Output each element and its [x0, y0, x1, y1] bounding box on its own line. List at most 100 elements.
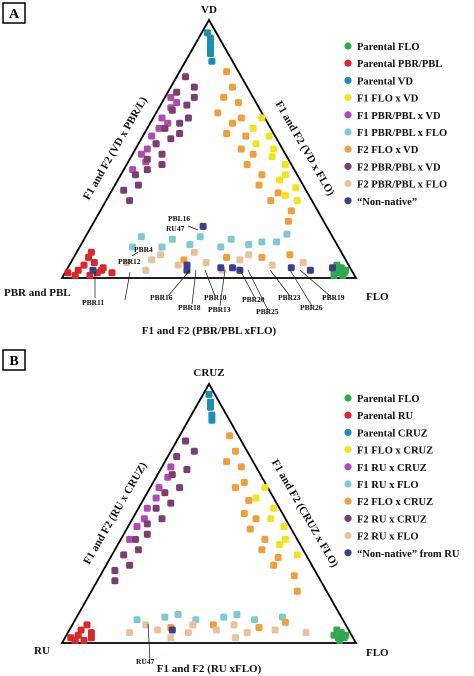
legend-swatch: [344, 463, 352, 471]
legend-swatch: [344, 42, 352, 50]
legend-label: Parental FLO: [357, 394, 420, 405]
data-point: [302, 629, 310, 637]
data-point: [176, 130, 184, 137]
callout-label: PBR4: [134, 245, 153, 254]
data-point: [243, 629, 251, 637]
data-point: [284, 217, 292, 225]
data-point: [152, 504, 160, 512]
data-point: [255, 624, 263, 631]
data-point: [167, 634, 175, 642]
data-point: [129, 243, 137, 251]
legend-label: Parental VD: [357, 76, 413, 87]
data-point: [217, 243, 225, 251]
data-point: [182, 73, 189, 81]
data-point: [184, 114, 192, 122]
data-point: [176, 119, 184, 127]
data-point: [182, 437, 189, 445]
data-point: [270, 504, 278, 512]
data-point: [205, 390, 213, 398]
panel-a: A VD PBR and PBL FLO F1 and F2 (VD x PBR…: [2, 2, 447, 337]
legend-label: Parental FLO: [357, 42, 420, 53]
data-point: [143, 530, 151, 538]
panel-b-vertex-right: FLO: [366, 647, 389, 659]
data-point: [167, 463, 175, 471]
panel-b-edge-bottom: F1 and F2 (RU xFLO): [157, 663, 262, 675]
callout-label: PBR19: [322, 293, 345, 302]
legend-swatch: [344, 111, 352, 119]
legend-label: F1 FLO x CRUZ: [357, 446, 433, 457]
callout-line: [299, 269, 331, 297]
data-point: [64, 269, 72, 277]
data-point: [71, 636, 79, 644]
data-point: [234, 99, 242, 107]
data-point: [189, 621, 197, 629]
legend-label: F1 PBR/PBL x VD: [357, 111, 441, 122]
callout-label: RU47: [166, 224, 185, 233]
callout-label: PBR20: [242, 295, 265, 304]
data-point: [270, 561, 278, 569]
data-point: [168, 626, 176, 634]
legend-label: “Non-native”: [357, 197, 417, 208]
data-point: [226, 432, 234, 440]
legend-label: F2 RU x CRUZ: [357, 514, 427, 525]
data-point: [77, 626, 85, 634]
data-point: [190, 83, 198, 91]
data-point: [276, 541, 284, 549]
data-point: [158, 161, 166, 168]
data-point: [134, 546, 142, 554]
data-point: [173, 453, 181, 460]
panel-b: B CRUZ RU FLO F1 and F2 (RU x CRUZ) F1 a…: [2, 349, 460, 675]
data-point: [126, 535, 134, 543]
data-point: [168, 106, 176, 114]
panel-a-callouts: PBL16 RU47 PBR4 PBR12 PBR11 PBR16 PBR18 …: [82, 214, 345, 316]
data-point: [212, 626, 220, 634]
data-point: [87, 248, 95, 256]
data-point: [207, 403, 214, 411]
data-point: [83, 621, 91, 629]
data-point: [174, 261, 182, 269]
data-point: [142, 266, 150, 274]
data-point: [223, 458, 231, 466]
legend-label: F2 FLO x CRUZ: [357, 497, 433, 508]
data-point: [132, 535, 139, 543]
callout-line: [219, 269, 226, 307]
data-point: [292, 184, 300, 192]
data-point: [252, 515, 260, 523]
data-point: [271, 626, 279, 634]
data-point: [190, 248, 198, 256]
data-point: [202, 259, 210, 266]
data-point: [157, 251, 164, 259]
data-point: [299, 259, 307, 266]
legend-label: F1 FLO x VD: [357, 94, 419, 105]
legend-swatch: [344, 59, 352, 67]
data-point: [251, 616, 259, 624]
data-point: [148, 132, 156, 140]
data-point: [306, 266, 314, 274]
data-point: [274, 554, 282, 561]
data-point: [71, 271, 79, 279]
panel-a-tag: A: [9, 7, 20, 22]
data-point: [281, 535, 289, 543]
data-point: [167, 93, 175, 101]
data-point: [126, 197, 134, 205]
data-point: [158, 150, 166, 158]
data-point: [154, 626, 162, 634]
panel-a-points: [64, 29, 350, 279]
data-point: [270, 145, 278, 153]
legend-swatch: [344, 76, 352, 84]
panel-a-vertex-top: VD: [201, 4, 217, 16]
legend-label: Parental RU: [357, 411, 414, 422]
callout-line: [191, 269, 197, 305]
callout-line: [289, 269, 313, 307]
data-point: [220, 613, 228, 621]
data-point: [108, 269, 116, 277]
data-point: [329, 264, 336, 272]
data-point: [255, 181, 263, 189]
data-point: [258, 546, 266, 554]
data-point: [281, 618, 289, 626]
data-point: [258, 253, 266, 261]
data-point: [184, 629, 192, 637]
data-point: [143, 504, 151, 512]
legend-swatch: [344, 428, 352, 436]
panel-b-vertex-top: CRUZ: [193, 367, 224, 379]
